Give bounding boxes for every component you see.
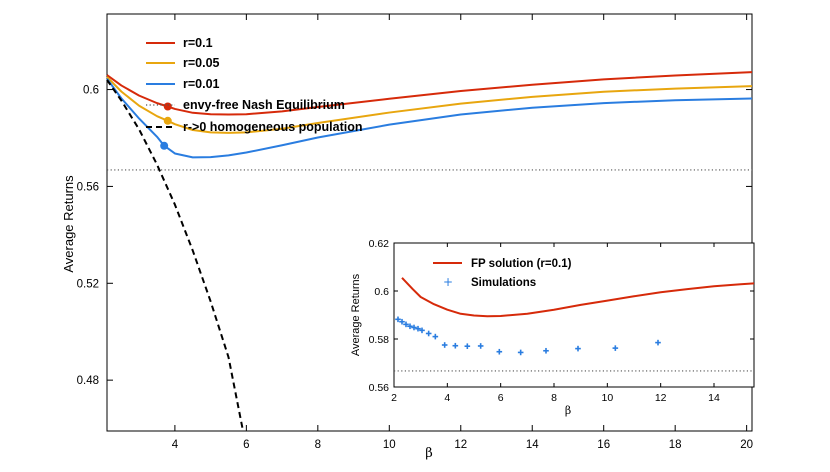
main-y-tick-label: 0.48 [77, 375, 99, 387]
main-series-r-0-01 [106, 78, 753, 159]
inset-series-simulations-point [415, 325, 421, 332]
inset-x-tick-label: 10 [601, 392, 613, 404]
inset-series-simulations-point [543, 347, 549, 354]
inset-plot-area [393, 242, 755, 388]
inset-x-axis-label: β [565, 404, 571, 417]
main-series-r-0-1-marker [163, 102, 172, 111]
main-x-axis: 4 6 8 10 12 14 16 18 20 [172, 14, 753, 451]
inset-x-tick-label: 6 [498, 392, 504, 404]
inset-x-tick-label: 4 [444, 392, 450, 404]
main-y-axis-label: Average Returns [61, 175, 76, 273]
inset-legend-label-fp: FP solution (r=0.1) [471, 258, 572, 270]
inset-series-simulations-point [496, 348, 503, 355]
inset-x-axis: 2 4 6 8 10 12 14 [391, 243, 720, 404]
main-x-axis-label: β [425, 446, 433, 461]
inset-series-simulations-point [655, 339, 661, 346]
inset-y-tick-label: 0.6 [374, 286, 389, 298]
inset-series-simulations-point [399, 318, 405, 325]
inset-series-simulations-point [407, 323, 413, 330]
inset-x-tick-label: 12 [655, 392, 667, 404]
inset-series-simulations-point [452, 342, 459, 349]
inset-x-tick-label: 14 [708, 392, 720, 404]
inset-x-tick-label: 2 [391, 392, 397, 404]
inset-series-fp-solution-r-0-1 [401, 277, 755, 318]
inset-x-tick-label: 8 [551, 392, 557, 404]
inset-legend: FP solution (r=0.1) + Simulations [433, 258, 572, 289]
main-chart: 4 6 8 10 12 14 16 18 20 0.48 0.52 0.56 0.6 β Averag… [61, 13, 753, 461]
main-x-tick-label: 8 [315, 439, 321, 451]
inset-series-simulations-point [464, 343, 471, 349]
inset-y-tick-label: 0.58 [369, 334, 390, 346]
inset-series-simulations-point [403, 321, 409, 328]
main-series-r-0-homogeneous-population [106, 79, 244, 430]
inset-y-axis: 0.56 0.58 0.6 0.62 [369, 238, 754, 394]
main-x-tick-label: 18 [669, 439, 682, 451]
inset-chart: 2 4 6 8 10 12 14 0.56 0.58 0.6 0.62 β Average Ret… [350, 238, 755, 417]
main-x-tick-label: 14 [526, 439, 539, 451]
inset-legend-label-simulations: Simulations [471, 277, 536, 289]
inset-y-tick-label: 0.62 [369, 238, 390, 250]
legend-label-homogeneous: r->0 homogeneous population [183, 120, 363, 134]
main-y-tick-label: 0.52 [77, 278, 99, 290]
inset-series-simulations-point [395, 316, 401, 323]
main-x-tick-label: 16 [597, 439, 610, 451]
main-x-tick-label: 20 [740, 439, 753, 451]
main-series-r-0-05 [106, 76, 753, 134]
main-x-tick-label: 12 [454, 439, 467, 451]
inset-series-simulations-point [477, 343, 484, 349]
main-series-group [106, 71, 753, 430]
legend-label-r-0-1: r=0.1 [183, 36, 213, 50]
main-series-r-0-01-marker [160, 141, 169, 150]
inset-series-simulations-point [425, 330, 432, 337]
inset-series-simulations-point [517, 349, 524, 356]
inset-legend-plus-marker: + [443, 275, 453, 289]
inset-series-simulations-point [441, 342, 448, 348]
legend-label-r-0-01: r=0.01 [183, 77, 220, 91]
main-y-tick-label: 0.56 [77, 181, 99, 193]
main-x-tick-label: 10 [383, 439, 396, 451]
legend-label-nash: envy-free Nash Equilibrium [183, 98, 345, 112]
inset-series-simulations-point [612, 345, 619, 351]
inset-y-axis-label: Average Returns [350, 273, 362, 356]
inset-y-tick-label: 0.56 [369, 382, 390, 394]
main-x-tick-label: 4 [172, 439, 179, 451]
inset-series-simulations-point [575, 345, 581, 352]
main-series-r-0-05-marker [163, 116, 172, 125]
main-y-tick-label: 0.6 [83, 85, 99, 97]
main-series-r-0-1 [106, 71, 753, 116]
main-y-axis: 0.48 0.52 0.56 0.6 [77, 85, 752, 387]
inset-series-simulations-point [432, 333, 439, 340]
main-legend: r=0.1 r=0.05 r=0.01 envy-free Nash Equil… [146, 36, 363, 134]
inset-series-group [394, 277, 755, 372]
legend-label-r-0-05: r=0.05 [183, 56, 220, 70]
main-x-tick-label: 6 [243, 439, 249, 451]
inset-series-simulations-point [411, 324, 417, 331]
inset-series-simulations-point [419, 327, 425, 334]
